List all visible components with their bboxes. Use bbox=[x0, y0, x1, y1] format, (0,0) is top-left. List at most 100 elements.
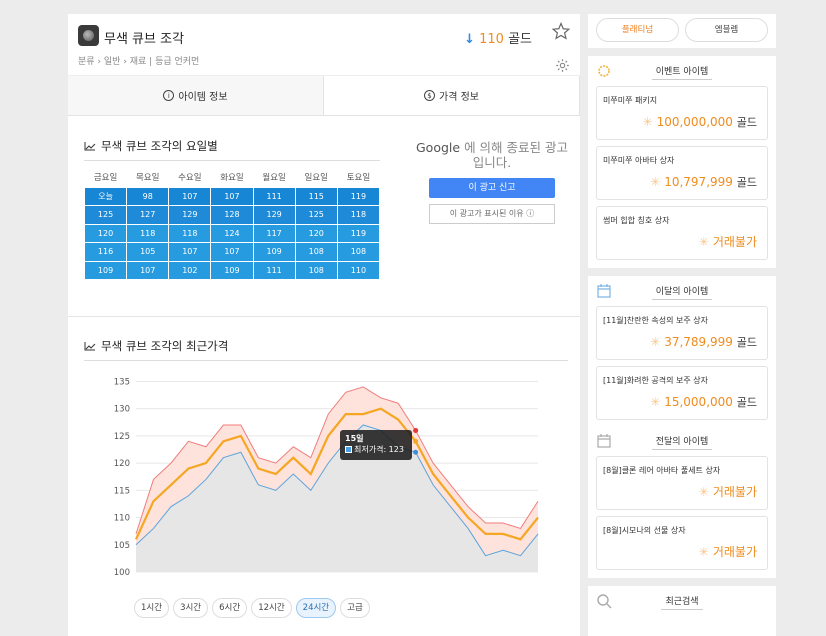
y-tick-label: 100 bbox=[114, 568, 130, 578]
max-point-marker bbox=[413, 427, 419, 433]
card-item-name: [11월]찬란한 속성의 보주 상자 bbox=[603, 316, 709, 325]
recent-section: 무색 큐브 조각의 최근가격 bbox=[84, 338, 568, 361]
item-card[interactable]: 썸머 힙합 칭호 상자 ✳ 거래불가 bbox=[596, 206, 768, 260]
sun-icon bbox=[598, 65, 610, 77]
range-button[interactable]: 24시간 bbox=[295, 598, 337, 618]
divider bbox=[68, 316, 580, 317]
range-button[interactable]: 고급 bbox=[340, 598, 370, 618]
chart-tooltip: 15일 최저가격: 123 bbox=[340, 430, 412, 460]
tab-label: 가격 정보 bbox=[439, 92, 479, 103]
weekday-header: 월요일 bbox=[262, 172, 286, 183]
weekly-cell: 102 bbox=[168, 260, 212, 280]
y-tick-label: 135 bbox=[114, 377, 130, 387]
tab-bar: i 아이템 정보 $ 가격 정보 bbox=[68, 76, 580, 116]
item-card[interactable]: [11월]찬란한 속성의 보주 상자 ✳ 37,789,999 골드 bbox=[596, 306, 768, 360]
table-row: 125 127 129 128 129 125 118 bbox=[83, 205, 381, 225]
card-item-price: ✳ 거래불가 bbox=[699, 483, 757, 500]
month-title: 이달의 아이템 bbox=[651, 282, 713, 300]
platinum-pill[interactable]: 플래티넘 bbox=[596, 18, 679, 42]
report-ad-button[interactable]: 이 광고 신고 bbox=[429, 178, 555, 198]
weekly-cell: 107 bbox=[210, 186, 254, 206]
sparkle-icon: ✳ bbox=[698, 545, 709, 559]
table-row: 109 107 102 109 111 108 110 bbox=[83, 260, 381, 280]
ad-brand: Google bbox=[416, 140, 461, 155]
weekly-cell: 오늘 bbox=[83, 186, 128, 206]
weekly-cell: 111 bbox=[252, 260, 296, 280]
sparkle-icon: ✳ bbox=[650, 395, 661, 409]
card-value: 100,000,000 bbox=[656, 115, 733, 129]
price-display: ↓ 110 골드 bbox=[464, 28, 532, 47]
range-button[interactable]: 1시간 bbox=[134, 598, 170, 618]
calendar-icon bbox=[597, 434, 611, 448]
item-card[interactable]: [11월]화려한 공격의 보주 상자 ✳ 15,000,000 골드 bbox=[596, 366, 768, 420]
table-row: 오늘 98 107 107 111 115 119 bbox=[83, 186, 381, 206]
sparkle-icon: ✳ bbox=[642, 115, 653, 129]
weekday-header: 토요일 bbox=[346, 172, 371, 183]
series-line-average bbox=[135, 407, 539, 541]
card-item-price: ✳ 10,797,999 골드 bbox=[650, 174, 757, 190]
chart-line-icon bbox=[84, 342, 96, 351]
range-button[interactable]: 12시간 bbox=[251, 598, 292, 618]
sparkle-icon: ✳ bbox=[698, 485, 709, 499]
y-tick-label: 105 bbox=[114, 541, 130, 551]
series-line-max bbox=[135, 386, 539, 535]
card-value: 37,789,999 bbox=[664, 335, 733, 349]
tooltip-title: 15일 bbox=[345, 434, 364, 443]
weekly-cell: 110 bbox=[336, 260, 381, 280]
recent-title: 무색 큐브 조각의 최근가격 bbox=[84, 338, 568, 361]
why-ad-button[interactable]: 이 광고가 표시된 이유 ⓘ bbox=[429, 204, 555, 224]
weekly-cell: 127 bbox=[126, 205, 170, 225]
y-tick-label: 110 bbox=[114, 514, 130, 524]
y-tick-label: 125 bbox=[114, 432, 130, 442]
emblem-pill[interactable]: 엠블렘 bbox=[685, 18, 768, 42]
sidebar: 플래티넘 엠블렘 이벤트 아이템 미쭈미쭈 패키지 ✳ 100,000,000 골드… bbox=[588, 14, 776, 636]
range-button[interactable]: 6시간 bbox=[212, 598, 248, 618]
card-item-price: ✳ 15,000,000 골드 bbox=[650, 394, 757, 410]
item-card[interactable]: 미쭈미쭈 아바타 상자 ✳ 10,797,999 골드 bbox=[596, 146, 768, 200]
search-icon[interactable] bbox=[596, 593, 612, 609]
recent-title-text: 무색 큐브 조각의 최근가격 bbox=[101, 339, 229, 353]
month-box: 이달의 아이템 [11월]찬란한 속성의 보주 상자 ✳ 37,789,999 골드… bbox=[588, 276, 776, 578]
weekly-cell: 98 bbox=[126, 186, 170, 206]
range-button[interactable]: 3시간 bbox=[173, 598, 209, 618]
item-card[interactable]: [8월]클론 레어 아바타 풀세트 상자 ✳ 거래불가 bbox=[596, 456, 768, 510]
weekday-header: 일요일 bbox=[304, 172, 328, 183]
weekday-header: 화요일 bbox=[220, 172, 244, 183]
weekly-cell: 129 bbox=[168, 205, 212, 225]
card-item-name: [8월]클론 레어 아바타 풀세트 상자 bbox=[603, 466, 721, 475]
item-card[interactable]: [8월]시모나의 선물 상자 ✳ 거래불가 bbox=[596, 516, 768, 570]
weekly-title: 무색 큐브 조각의 요일별 bbox=[84, 138, 380, 161]
weekday-header: 금요일 bbox=[93, 172, 118, 183]
card-unit: 골드 bbox=[736, 396, 757, 409]
tab-price-info[interactable]: $ 가격 정보 bbox=[324, 76, 580, 115]
calendar-icon bbox=[597, 284, 611, 298]
cube-item-icon bbox=[78, 25, 99, 46]
card-item-name: 미쭈미쭈 패키지 bbox=[603, 96, 658, 105]
table-row: 116 105 107 107 109 108 108 bbox=[83, 242, 381, 262]
weekly-section: 무색 큐브 조각의 요일별 금요일 목요일 수요일 화요일 월요일 일요일 토요일 오늘 98… bbox=[83, 138, 381, 280]
card-value: 거래불가 bbox=[712, 235, 757, 249]
weekly-cell: 119 bbox=[336, 223, 381, 243]
min-area bbox=[136, 425, 538, 572]
gear-icon[interactable] bbox=[555, 58, 570, 73]
card-item-price: ✳ 100,000,000 골드 bbox=[643, 114, 757, 130]
item-card[interactable]: 미쭈미쭈 패키지 ✳ 100,000,000 골드 bbox=[596, 86, 768, 140]
weekly-cell: 111 bbox=[252, 186, 296, 206]
card-unit: 골드 bbox=[736, 336, 757, 349]
weekly-cell: 115 bbox=[294, 186, 338, 206]
weekly-cell: 118 bbox=[168, 223, 212, 243]
lastmonth-title: 전달의 아이템 bbox=[651, 432, 713, 450]
price-chart: 100 105 110 115 120 125 130 135 bbox=[114, 377, 539, 578]
card-item-price: ✳ 거래불가 bbox=[699, 543, 757, 560]
card-item-name: [11월]화려한 공격의 보주 상자 bbox=[603, 376, 709, 385]
weekly-cell: 107 bbox=[168, 242, 212, 262]
card-item-name: [8월]시모나의 선물 상자 bbox=[603, 526, 686, 535]
star-icon[interactable] bbox=[552, 22, 570, 40]
tab-item-info[interactable]: i 아이템 정보 bbox=[68, 76, 324, 115]
weekly-cell: 116 bbox=[83, 242, 128, 262]
weekly-cell: 109 bbox=[83, 260, 128, 280]
pill-box: 플래티넘 엠블렘 bbox=[588, 14, 776, 48]
weekly-cell: 118 bbox=[126, 223, 170, 243]
tooltip-row: 최저가격: 123 bbox=[345, 444, 407, 455]
weekly-cell: 125 bbox=[294, 205, 338, 225]
